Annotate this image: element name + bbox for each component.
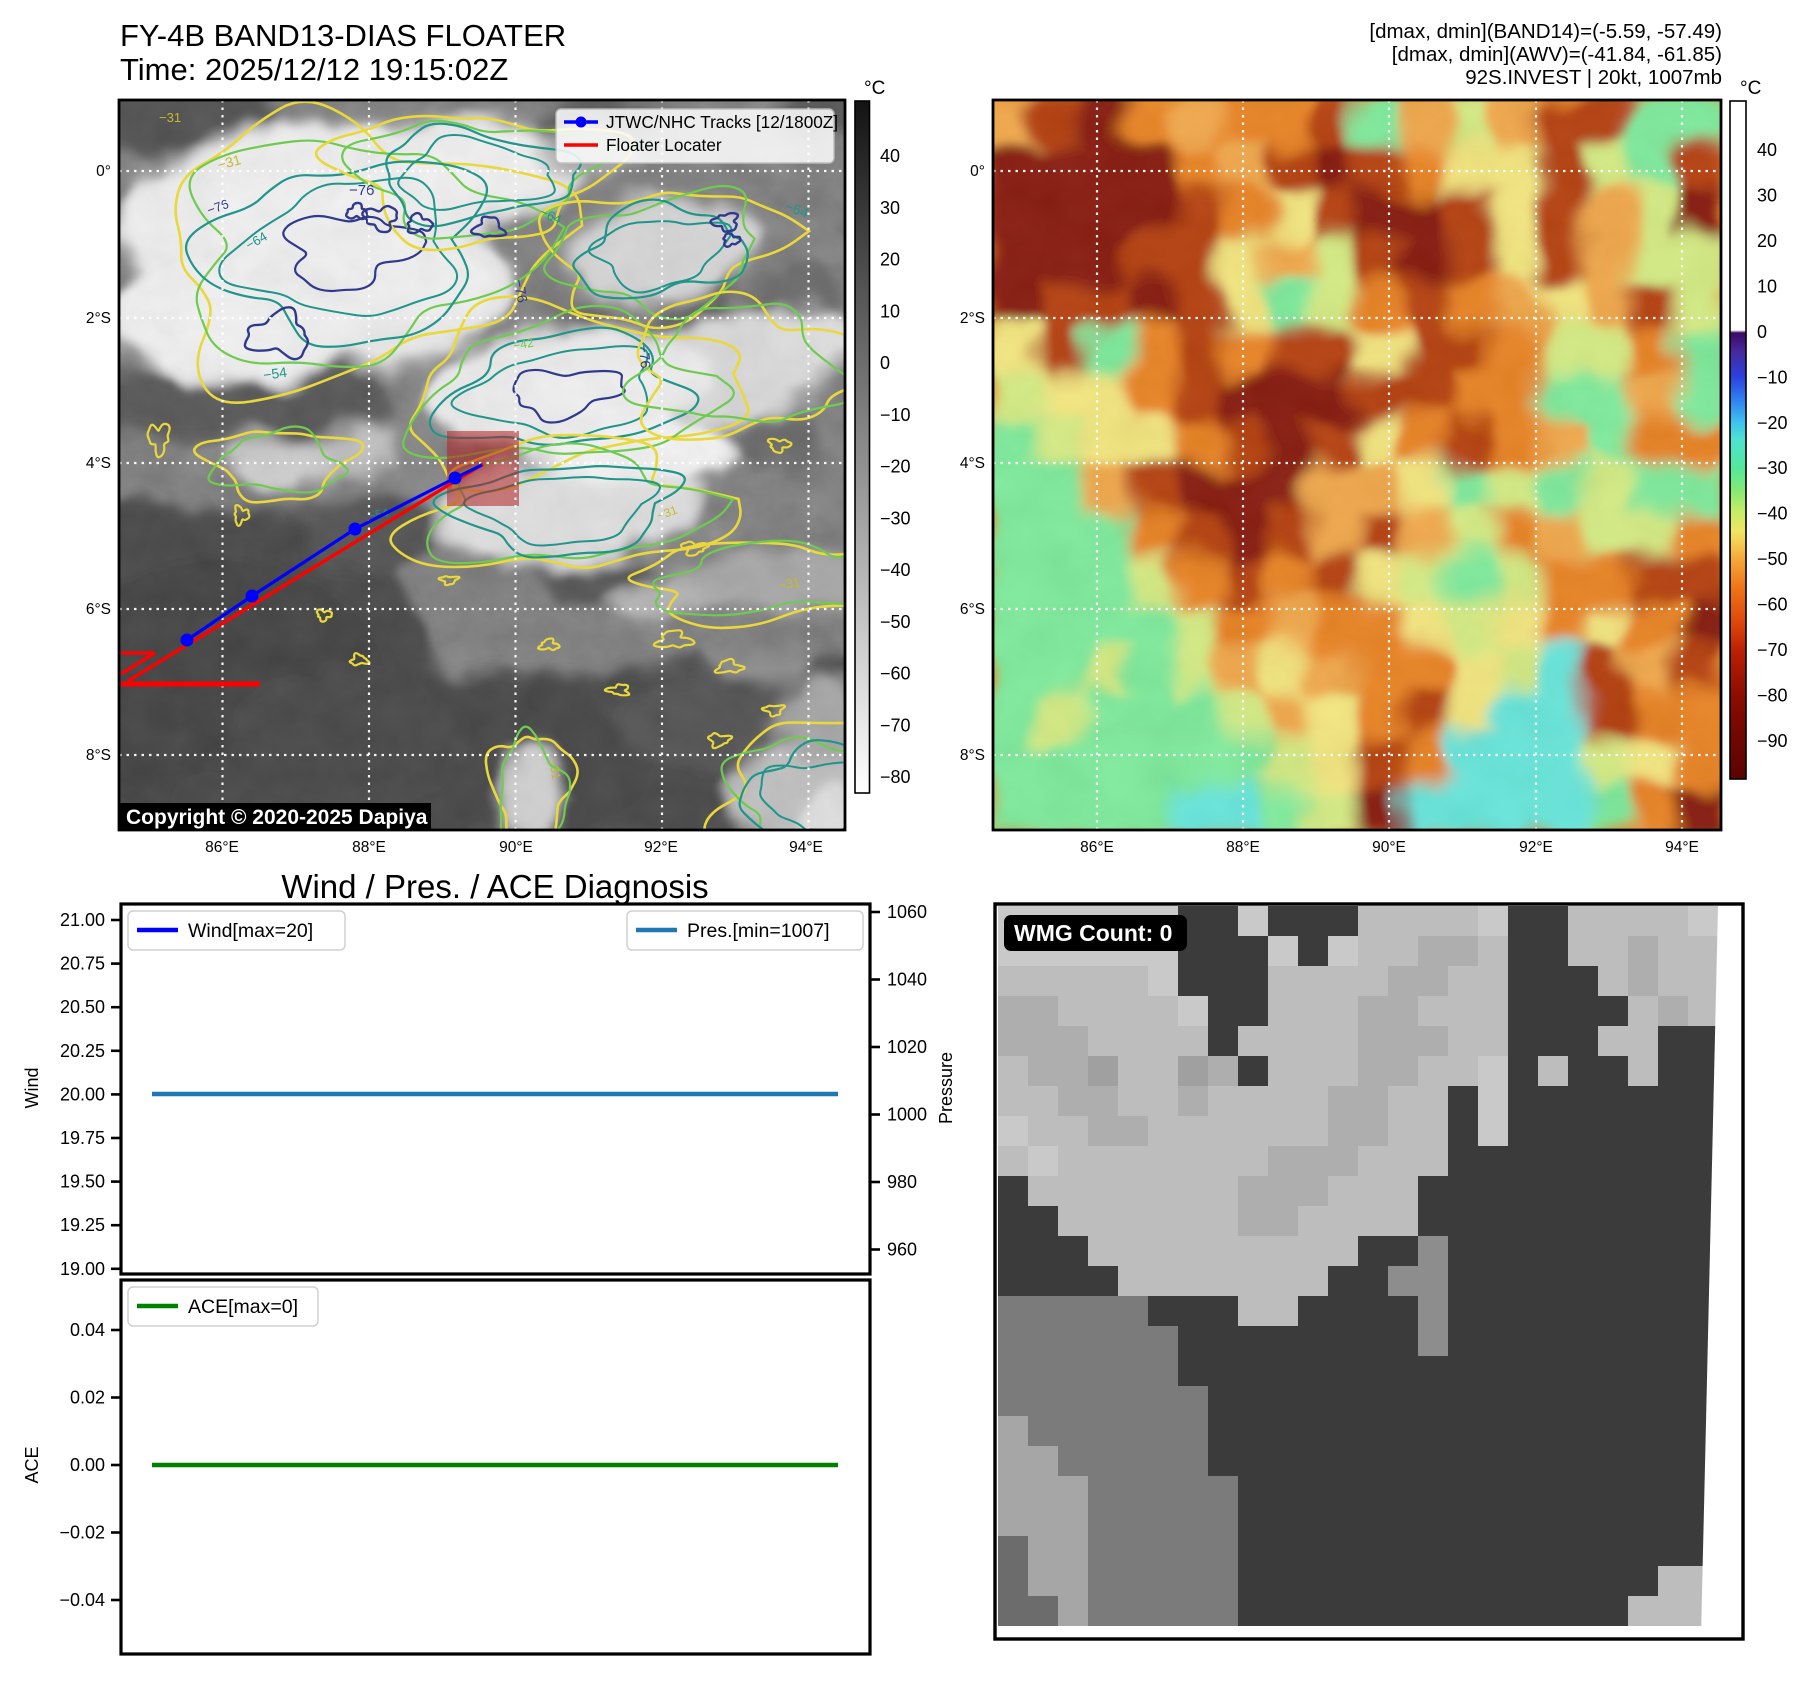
svg-text:−60: −60 xyxy=(1757,595,1788,615)
svg-text:−76: −76 xyxy=(205,196,231,218)
svg-text:960: 960 xyxy=(887,1240,917,1260)
svg-text:−60: −60 xyxy=(880,664,911,684)
svg-text:0: 0 xyxy=(880,353,890,373)
svg-text:−80: −80 xyxy=(1757,686,1788,706)
svg-text:−10: −10 xyxy=(880,405,911,425)
svg-text:92°E: 92°E xyxy=(1519,839,1553,856)
svg-text:40: 40 xyxy=(880,146,900,166)
svg-text:−76: −76 xyxy=(349,182,374,199)
svg-text:−80: −80 xyxy=(880,767,911,787)
svg-text:−40: −40 xyxy=(1757,504,1788,524)
svg-text:Time: 2025/12/12 19:15:02Z: Time: 2025/12/12 19:15:02Z xyxy=(120,52,508,87)
svg-text:1040: 1040 xyxy=(887,970,927,990)
svg-text:92°E: 92°E xyxy=(644,839,678,856)
svg-text:94°E: 94°E xyxy=(789,839,823,856)
svg-text:92S.INVEST | 20kt, 1007mb: 92S.INVEST | 20kt, 1007mb xyxy=(1465,66,1722,89)
svg-text:°C: °C xyxy=(1740,78,1761,99)
svg-text:30: 30 xyxy=(1757,185,1777,205)
svg-text:−31: −31 xyxy=(546,758,563,781)
svg-text:−31: −31 xyxy=(777,574,801,593)
svg-text:−40: −40 xyxy=(880,560,911,580)
svg-text:Wind / Pres. / ACE Diagnosis: Wind / Pres. / ACE Diagnosis xyxy=(281,868,708,905)
svg-text:86°E: 86°E xyxy=(1080,839,1114,856)
svg-text:0.02: 0.02 xyxy=(70,1388,105,1408)
svg-text:1060: 1060 xyxy=(887,902,927,922)
svg-text:−0.04: −0.04 xyxy=(59,1590,105,1610)
svg-text:90°E: 90°E xyxy=(1372,839,1406,856)
svg-text:94°E: 94°E xyxy=(1665,839,1699,856)
svg-text:40: 40 xyxy=(1757,140,1777,160)
svg-text:[dmax, dmin](AWV)=(-41.84, -61: [dmax, dmin](AWV)=(-41.84, -61.85) xyxy=(1392,43,1722,66)
svg-text:8°S: 8°S xyxy=(86,747,111,764)
svg-text:Wind: Wind xyxy=(22,1067,42,1108)
svg-text:−64: −64 xyxy=(783,198,811,221)
svg-text:−50: −50 xyxy=(880,612,911,632)
svg-text:21.00: 21.00 xyxy=(60,910,105,930)
svg-text:Pressure: Pressure xyxy=(936,1052,956,1124)
svg-text:−70: −70 xyxy=(880,715,911,735)
svg-text:WMG Count: 0: WMG Count: 0 xyxy=(1014,920,1172,946)
svg-text:0: 0 xyxy=(1757,322,1767,342)
svg-text:−30: −30 xyxy=(880,508,911,528)
svg-text:0°: 0° xyxy=(970,163,985,180)
svg-text:4°S: 4°S xyxy=(960,455,985,472)
svg-text:−0.02: −0.02 xyxy=(59,1523,105,1543)
svg-text:4°S: 4°S xyxy=(86,455,111,472)
svg-text:19.25: 19.25 xyxy=(60,1215,105,1235)
svg-text:0.00: 0.00 xyxy=(70,1455,105,1475)
svg-text:8°S: 8°S xyxy=(960,747,985,764)
svg-text:−76: −76 xyxy=(636,344,654,369)
svg-text:10: 10 xyxy=(1757,276,1777,296)
svg-text:88°E: 88°E xyxy=(352,839,386,856)
svg-text:980: 980 xyxy=(887,1172,917,1192)
svg-text:−70: −70 xyxy=(1757,640,1788,660)
svg-text:1000: 1000 xyxy=(887,1105,927,1125)
svg-text:2°S: 2°S xyxy=(86,310,111,327)
svg-text:30: 30 xyxy=(880,198,900,218)
svg-text:Floater Locater: Floater Locater xyxy=(606,135,722,155)
svg-text:Copyright © 2020-2025 Dapiya: Copyright © 2020-2025 Dapiya xyxy=(126,806,428,829)
svg-text:1020: 1020 xyxy=(887,1037,927,1057)
svg-text:ACE: ACE xyxy=(22,1446,42,1483)
svg-text:2°S: 2°S xyxy=(960,310,985,327)
svg-text:−54: −54 xyxy=(262,364,288,383)
svg-text:−90: −90 xyxy=(1757,731,1788,751)
svg-text:−20: −20 xyxy=(1757,413,1788,433)
svg-text:ACE[max=0]: ACE[max=0] xyxy=(188,1296,298,1318)
svg-text:20.75: 20.75 xyxy=(60,954,105,974)
svg-text:−20: −20 xyxy=(880,457,911,477)
svg-text:−31: −31 xyxy=(159,110,181,125)
svg-text:10: 10 xyxy=(880,301,900,321)
svg-text:Wind[max=20]: Wind[max=20] xyxy=(188,920,313,942)
svg-text:20: 20 xyxy=(880,250,900,270)
svg-text:−42: −42 xyxy=(512,336,535,353)
svg-text:90°E: 90°E xyxy=(499,839,533,856)
svg-text:[dmax, dmin](BAND14)=(-5.59, -: [dmax, dmin](BAND14)=(-5.59, -57.49) xyxy=(1369,20,1722,43)
svg-text:°C: °C xyxy=(864,78,885,99)
svg-text:20.00: 20.00 xyxy=(60,1084,105,1104)
svg-text:FY-4B BAND13-DIAS FLOATER: FY-4B BAND13-DIAS FLOATER xyxy=(120,18,566,53)
svg-text:20: 20 xyxy=(1757,231,1777,251)
svg-text:−30: −30 xyxy=(1757,458,1788,478)
svg-text:−31: −31 xyxy=(655,503,679,523)
svg-text:−50: −50 xyxy=(1757,549,1788,569)
svg-text:6°S: 6°S xyxy=(960,601,985,618)
svg-text:−10: −10 xyxy=(1757,367,1788,387)
svg-text:6°S: 6°S xyxy=(86,601,111,618)
svg-text:JTWC/NHC Tracks [12/1800Z]: JTWC/NHC Tracks [12/1800Z] xyxy=(606,112,838,132)
svg-text:0.04: 0.04 xyxy=(70,1320,105,1340)
svg-text:−76: −76 xyxy=(511,278,531,304)
svg-text:86°E: 86°E xyxy=(205,839,239,856)
svg-text:19.50: 19.50 xyxy=(60,1172,105,1192)
svg-text:Pres.[min=1007]: Pres.[min=1007] xyxy=(687,920,830,942)
svg-text:19.00: 19.00 xyxy=(60,1259,105,1279)
svg-text:20.25: 20.25 xyxy=(60,1041,105,1061)
svg-text:0°: 0° xyxy=(96,163,111,180)
svg-text:20.50: 20.50 xyxy=(60,997,105,1017)
svg-text:19.75: 19.75 xyxy=(60,1128,105,1148)
svg-text:−31: −31 xyxy=(216,151,243,173)
svg-text:88°E: 88°E xyxy=(1226,839,1260,856)
